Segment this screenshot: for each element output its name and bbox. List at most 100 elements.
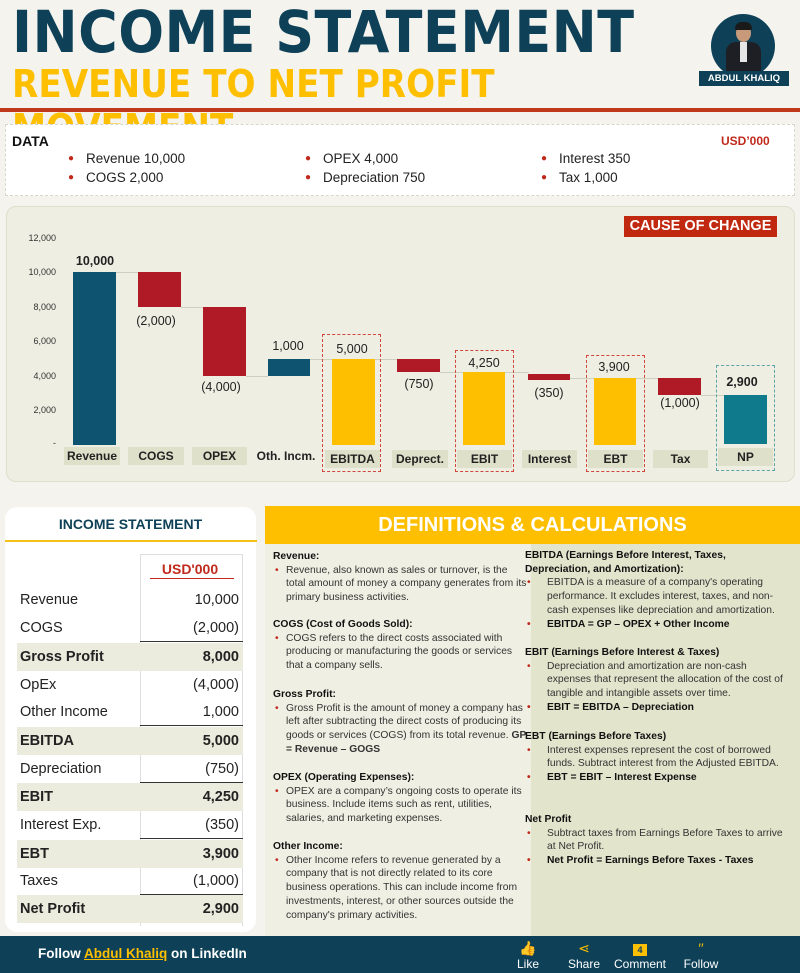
bar-value-label: 4,250 <box>468 356 500 370</box>
connector-line <box>181 307 203 308</box>
bar-value-label: (2,000) <box>136 314 176 328</box>
unit-underline <box>150 578 234 579</box>
bar-cogs <box>138 272 181 307</box>
connector-line <box>246 376 268 377</box>
is-row-other-income: Other Income 1,000 <box>17 698 243 726</box>
follow-button[interactable]: ′′ Follow <box>679 940 723 971</box>
connector-line <box>505 372 529 373</box>
data-item-depreciation: ● Depreciation 750 <box>305 170 426 185</box>
bar-revenue <box>73 272 116 445</box>
bar-other-income <box>268 359 310 376</box>
is-row-revenue: Revenue 10,000 <box>20 592 239 608</box>
y-tick: 4,000 <box>33 371 56 381</box>
thumbs-up-icon: 👍 <box>519 940 537 956</box>
def-opex: OPEX (Operating Expenses): OPEX are a co… <box>273 771 528 826</box>
x-category-label: Interest <box>522 450 577 468</box>
bar-value-label: 10,000 <box>75 254 115 268</box>
def-revenue: Revenue: Revenue, also known as sales or… <box>273 550 528 605</box>
connector-line <box>570 378 594 379</box>
x-category-label: Oth. Incm. <box>256 449 316 463</box>
y-tick: 12,000 <box>28 233 56 243</box>
bullet-icon: ● <box>541 172 548 183</box>
definitions-left-panel: Revenue: Revenue, also known as sales or… <box>265 544 531 936</box>
bullet-icon: ● <box>68 153 75 164</box>
y-tick: 8,000 <box>33 302 56 312</box>
x-category-label: Tax <box>653 450 708 468</box>
def-ebt: EBT (Earnings Before Taxes) Interest exp… <box>525 730 791 785</box>
def-ebitda: EBITDA (Earnings Before Interest, Taxes,… <box>525 549 791 631</box>
author-name-badge: ABDUL KHALIQ <box>699 71 789 86</box>
bar-value-label: 3,900 <box>598 360 630 374</box>
bar-value-label: 1,000 <box>272 339 304 353</box>
footsteps-icon: ′′ <box>698 940 704 956</box>
def-gross-profit: Gross Profit: Gross Profit is the amount… <box>273 688 528 757</box>
data-item-opex: ● OPEX 4,000 <box>305 151 399 166</box>
y-tick: - <box>53 438 56 448</box>
definitions-right-panel: EBITDA (Earnings Before Interest, Taxes,… <box>525 544 800 936</box>
def-other-income: Other Income: Other Income refers to rev… <box>273 840 528 922</box>
data-unit: USD’000 <box>721 134 770 148</box>
connector-line <box>440 372 464 373</box>
def-cogs: COGS (Cost of Goods Sold): COGS refers t… <box>273 618 528 673</box>
def-net-profit: Net Profit Subtract taxes from Earnings … <box>525 813 791 868</box>
is-row-interest: Interest Exp. (350) <box>17 811 243 839</box>
page-title: INCOME STATEMENT <box>12 0 635 66</box>
data-item-revenue: ● Revenue 10,000 <box>68 151 186 166</box>
bar-value-label: 2,900 <box>726 375 758 389</box>
like-button[interactable]: 👍 Like <box>512 940 544 971</box>
bullet-icon: ● <box>305 172 312 183</box>
is-row-ebit: EBIT 4,250 <box>17 783 243 811</box>
x-category-label: OPEX <box>192 447 247 465</box>
connector-line <box>116 272 138 273</box>
footer-bar <box>0 936 800 973</box>
data-item-interest: ● Interest 350 <box>541 151 631 166</box>
y-tick: 10,000 <box>28 267 56 277</box>
x-category-label: COGS <box>128 447 184 465</box>
x-category-label: NP <box>718 448 773 466</box>
bar-net-profit <box>724 395 767 444</box>
connector-line <box>701 395 725 396</box>
y-tick: 2,000 <box>33 405 56 415</box>
ebitda-highlight-box <box>322 334 381 472</box>
def-ebit: EBIT (Earnings Before Interest & Taxes) … <box>525 646 791 715</box>
is-row-depreciation: Depreciation (750) <box>17 755 243 783</box>
bar-ebt <box>594 378 636 445</box>
bar-depreciation <box>397 359 440 372</box>
ebit-highlight-box <box>455 350 514 472</box>
bullet-icon: ● <box>68 172 75 183</box>
income-statement-title: INCOME STATEMENT <box>58 516 203 532</box>
currency-unit-header: USD'000 <box>161 561 219 577</box>
is-row-net-profit: Net Profit 2,900 <box>17 895 243 923</box>
bar-ebitda <box>332 359 375 445</box>
data-item-tax: ● Tax 1,000 <box>541 170 618 185</box>
is-row-ebitda: EBITDA 5,000 <box>17 727 243 755</box>
x-category-label: EBT <box>588 450 643 468</box>
bullet-icon: ● <box>305 153 312 164</box>
bar-value-label: (750) <box>404 377 434 391</box>
bar-value-label: (4,000) <box>201 380 241 394</box>
bar-tax <box>658 378 701 395</box>
is-row-gross-profit: Gross Profit 8,000 <box>17 643 243 671</box>
author-profile-link[interactable]: Abdul Khaliq <box>84 946 168 961</box>
data-box <box>5 124 795 196</box>
bar-value-label: 5,000 <box>336 342 368 356</box>
bullet-icon: ● <box>541 153 548 164</box>
chart-title-badge: CAUSE OF CHANGE <box>624 216 777 237</box>
is-row-ebt: EBT 3,900 <box>17 840 243 868</box>
np-highlight-box <box>716 365 775 471</box>
is-row-opex: OpEx (4,000) <box>20 677 239 693</box>
ebt-highlight-box <box>586 355 645 472</box>
comment-button[interactable]: 4 Comment <box>610 940 670 971</box>
waterfall-chart-panel <box>6 206 795 482</box>
connector-line <box>375 359 397 360</box>
x-category-label: Deprect. <box>392 450 448 468</box>
x-category-label: Revenue <box>64 447 120 465</box>
share-button[interactable]: ⋖ Share <box>567 940 601 971</box>
author-avatar <box>711 14 775 78</box>
data-item-cogs: ● COGS 2,000 <box>68 170 164 185</box>
x-category-label: EBITDA <box>325 450 380 468</box>
comment-icon: 4 <box>610 940 670 957</box>
is-row-cogs: COGS (2,000) <box>17 614 243 642</box>
is-row-taxes: Taxes (1,000) <box>17 867 243 895</box>
follow-cta: Follow Abdul Khaliq on LinkedIn <box>38 946 247 961</box>
